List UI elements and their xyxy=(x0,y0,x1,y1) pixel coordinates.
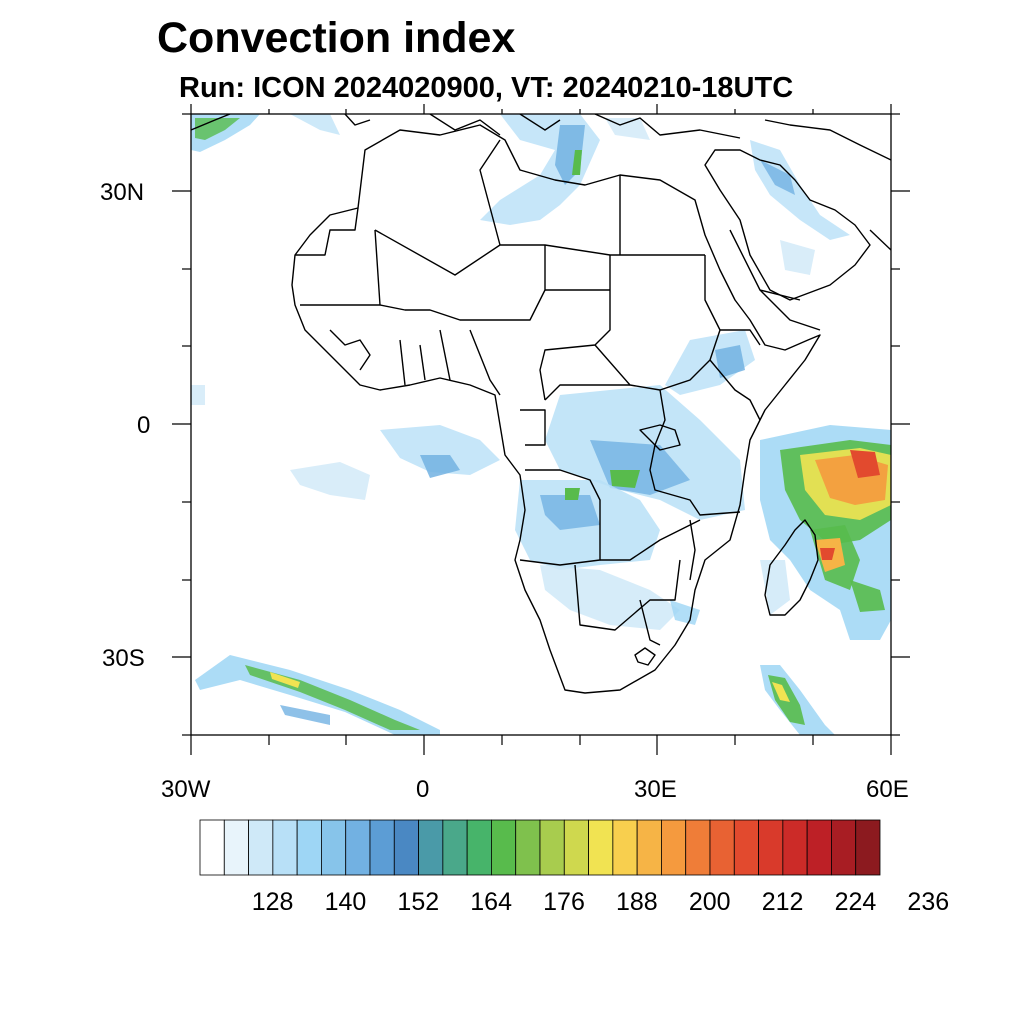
colorbar-tick-label: 164 xyxy=(470,888,512,916)
colorbar-swatch xyxy=(296,819,322,876)
colorbar-swatch xyxy=(272,819,298,876)
colorbar-swatch xyxy=(661,819,687,876)
colorbar-tick-label: 200 xyxy=(688,888,731,916)
colorbar-swatch xyxy=(733,819,759,876)
colorbar-swatch xyxy=(466,819,492,876)
colorbar-swatch xyxy=(491,819,517,876)
colorbar-tick-label: 176 xyxy=(543,888,585,916)
lon-label-0: 0 xyxy=(416,776,430,803)
colorbar-tick-label: 128 xyxy=(251,888,294,916)
lon-label-30e: 30E xyxy=(634,776,677,803)
lat-label-30s: 30S xyxy=(102,645,145,672)
colorbar-tick-label: 212 xyxy=(761,888,804,916)
colorbar-swatch xyxy=(831,819,857,876)
lat-label-0: 0 xyxy=(137,412,151,439)
colorbar-tick-label: 224 xyxy=(834,888,877,916)
colorbar-swatch xyxy=(369,819,395,876)
colorbar-swatch xyxy=(612,819,638,876)
colorbar-swatch xyxy=(393,819,419,876)
map-title: Convection index xyxy=(157,14,516,62)
colorbar-swatch xyxy=(588,819,614,876)
convection-shading xyxy=(191,114,891,735)
colorbar-swatch xyxy=(345,819,371,876)
colorbar-swatch xyxy=(563,819,589,876)
map-subtitle: Run: ICON 2024020900, VT: 20240210-18UTC xyxy=(179,72,794,104)
colorbar-swatch xyxy=(442,819,468,876)
colorbar-tick-label: 188 xyxy=(615,888,658,916)
colorbar-swatch xyxy=(685,819,711,876)
colorbar-swatch xyxy=(515,819,541,876)
colorbar-swatch xyxy=(248,819,274,876)
colorbar-swatch xyxy=(418,819,444,876)
colorbar-swatch xyxy=(223,819,249,876)
coastlines-and-borders xyxy=(191,114,891,694)
colorbar-swatch xyxy=(758,819,784,876)
colorbar-tick-label: 236 xyxy=(907,888,950,916)
lon-label-30w: 30W xyxy=(161,776,211,803)
lon-label-60e: 60E xyxy=(866,776,909,803)
map-frame xyxy=(172,104,910,755)
lat-label-30n: 30N xyxy=(100,179,145,206)
colorbar-swatch xyxy=(709,819,735,876)
colorbar-swatch xyxy=(806,819,832,876)
colorbar-swatch xyxy=(636,819,662,876)
colorbar-tick-label: 140 xyxy=(324,888,367,916)
colorbar-swatch xyxy=(199,819,225,876)
colorbar-swatch xyxy=(855,819,881,876)
colorbar-swatch xyxy=(782,819,808,876)
colorbar-swatch xyxy=(321,819,347,876)
colorbar-swatch xyxy=(539,819,565,876)
colorbar-tick-label: 152 xyxy=(397,888,440,916)
